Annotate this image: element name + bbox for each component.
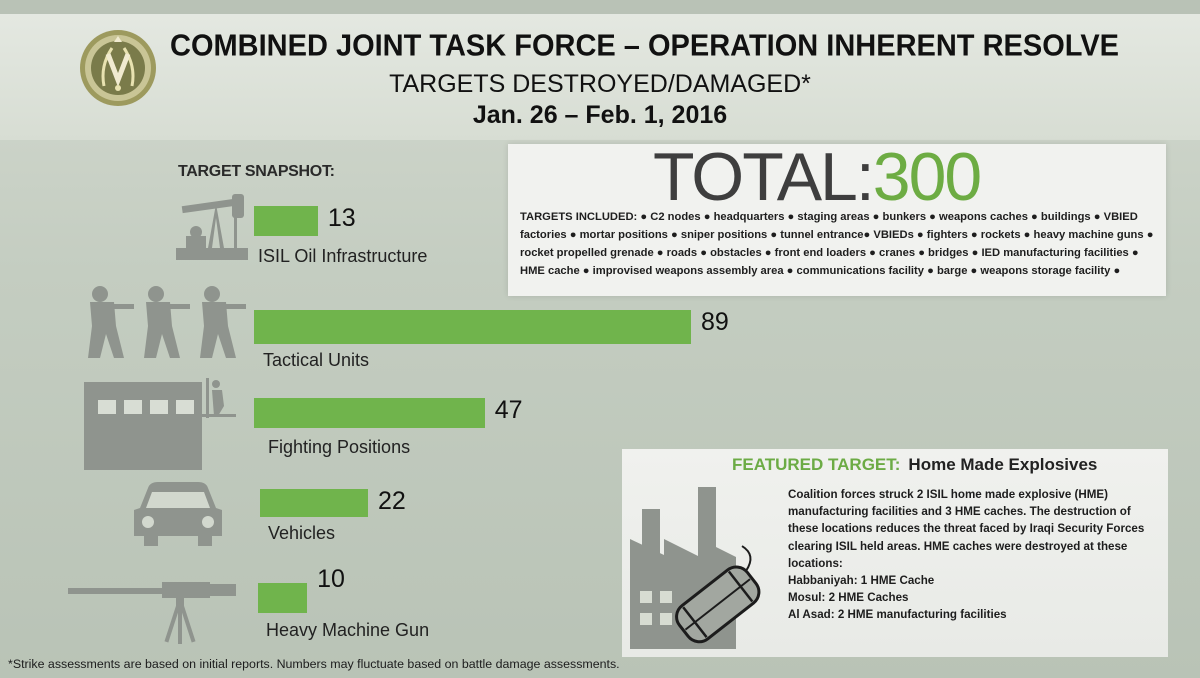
value-label-oil-infrastructure: 13: [327, 204, 356, 232]
machine-gun-icon: [68, 582, 236, 644]
soldiers-icon: [88, 286, 246, 358]
header-band: [0, 14, 1200, 140]
footnote: *Strike assessments are based on initial…: [8, 657, 620, 671]
featured-title: FEATURED TARGET: Home Made Explosives: [732, 455, 1097, 475]
featured-location: Al Asad: 2 HME manufacturing facilities: [788, 608, 1007, 621]
bar-oil-infrastructure: [254, 206, 318, 236]
category-label-heavy-machine-gun: Heavy Machine Gun: [266, 620, 430, 640]
date-range: Jan. 26 – Feb. 1, 2016: [472, 101, 728, 129]
page-title: COMBINED JOINT TASK FORCE – OPERATION IN…: [170, 29, 1120, 63]
total-value: 300: [872, 139, 982, 215]
category-label-oil-infrastructure: ISIL Oil Infrastructure: [258, 246, 428, 266]
car-icon: [134, 482, 222, 546]
page-subtitle: TARGETS DESTROYED/DAMAGED*: [389, 70, 811, 98]
value-label-heavy-machine-gun: 10: [317, 565, 345, 593]
featured-target-panel: FEATURED TARGET: Home Made Explosives: [622, 449, 1168, 657]
total-heading: TOTAL:300: [653, 138, 982, 216]
value-label-fighting-positions: 47: [494, 396, 523, 424]
oil-pump-icon: [176, 194, 248, 260]
targets-included-label: TARGETS INCLUDED:: [520, 211, 638, 223]
featured-name: Home Made Explosives: [908, 455, 1098, 474]
total-panel: TOTAL:300 TARGETS INCLUDED: ● C2 nodes ●…: [508, 139, 1166, 296]
featured-body: Coalition forces struck 2 ISIL home made…: [788, 488, 1145, 570]
bar-tactical-units: [254, 310, 691, 344]
category-label-vehicles: Vehicles: [268, 523, 336, 543]
snapshot-label: TARGET SNAPSHOT:: [178, 163, 335, 180]
building-icon: [84, 378, 236, 470]
cjtf-seal-icon: [80, 30, 156, 106]
targets-included-list: ● C2 nodes ● headquarters ● staging area…: [520, 211, 1154, 277]
total-label: TOTAL:: [653, 139, 875, 215]
top-strip: [0, 0, 1200, 14]
featured-location: Mosul: 2 HME Caches: [788, 591, 909, 604]
featured-location: Habbaniyah: 1 HME Cache: [788, 574, 935, 587]
bar-heavy-machine-gun: [258, 583, 308, 613]
value-label-tactical-units: 89: [701, 308, 729, 336]
category-label-tactical-units: Tactical Units: [263, 350, 370, 370]
factory-explosive-icon: [630, 487, 761, 649]
category-label-fighting-positions: Fighting Positions: [268, 437, 411, 457]
bar-fighting-positions: [254, 398, 485, 428]
bar-vehicles: [260, 489, 369, 517]
value-label-vehicles: 22: [378, 487, 406, 515]
targets-included-text: TARGETS INCLUDED: ● C2 nodes ● headquart…: [520, 208, 1160, 280]
featured-lead: FEATURED TARGET:: [732, 455, 901, 474]
